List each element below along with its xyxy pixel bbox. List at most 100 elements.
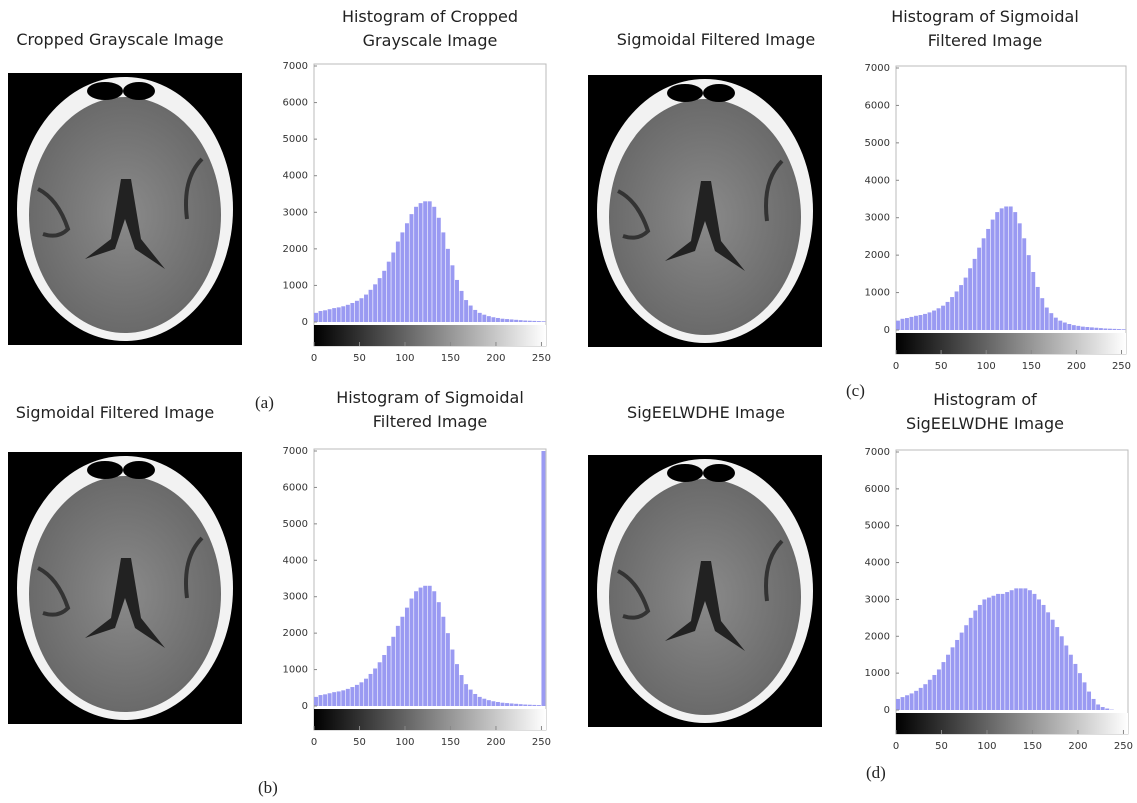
panel-label: (d) xyxy=(866,763,886,782)
histogram-bar xyxy=(1050,619,1055,710)
histogram-bar xyxy=(418,587,423,706)
histogram-bar xyxy=(436,217,441,322)
histogram-bar xyxy=(518,704,523,706)
histogram-bar xyxy=(377,278,382,322)
histogram-bar xyxy=(404,223,409,322)
histogram-bar xyxy=(345,688,350,706)
histogram-bar xyxy=(1082,682,1087,710)
sulcus xyxy=(764,539,784,602)
histogram-bar xyxy=(423,585,428,706)
y-tick-label: 3000 xyxy=(865,213,890,224)
histogram-bar xyxy=(1026,255,1031,330)
y-tick-label: 3000 xyxy=(865,594,890,605)
histogram-bar xyxy=(354,300,359,322)
sinus xyxy=(87,82,123,100)
histogram-bar xyxy=(968,268,973,330)
histogram-bar xyxy=(368,289,373,322)
histogram-bar xyxy=(464,300,469,322)
histogram-bar xyxy=(950,297,955,330)
histogram-bar xyxy=(1018,588,1023,710)
histogram-bar xyxy=(1023,588,1028,710)
histogram-bar xyxy=(359,682,364,706)
histogram-bar xyxy=(386,261,391,322)
histogram-bar xyxy=(900,318,905,330)
histogram-bar xyxy=(495,701,500,706)
histogram-bar xyxy=(409,598,414,706)
histogram-bar xyxy=(1000,593,1005,710)
histogram-bar xyxy=(377,662,382,706)
histogram-bar xyxy=(441,616,446,706)
histogram-bar xyxy=(514,703,519,706)
histogram-bar xyxy=(986,228,991,330)
histogram-bar xyxy=(395,241,400,322)
x-tick-label: 250 xyxy=(532,737,551,748)
y-tick-label: 0 xyxy=(302,317,308,328)
histogram-bar xyxy=(391,636,396,706)
histogram-bar xyxy=(409,214,414,322)
histogram-bar xyxy=(1103,328,1108,330)
histogram-bar xyxy=(350,302,355,322)
x-tick-label: 150 xyxy=(441,353,460,364)
panel-label: (b) xyxy=(258,778,278,797)
histogram-bar xyxy=(368,673,373,706)
histogram-bar xyxy=(323,694,328,706)
histogram-bar xyxy=(1022,238,1027,330)
x-tick-label: 50 xyxy=(353,737,366,748)
histogram-bar xyxy=(1013,212,1018,330)
histogram-bar xyxy=(1071,325,1076,330)
histogram-bar xyxy=(314,312,318,322)
histogram-bar xyxy=(1005,592,1010,710)
histogram-bar xyxy=(318,695,323,706)
x-tick-label: 0 xyxy=(893,361,899,372)
histogram-bar xyxy=(364,294,368,322)
histogram-bar xyxy=(946,654,950,710)
histogram-bar xyxy=(532,320,537,322)
histogram-bar xyxy=(391,252,396,322)
histogram-bar xyxy=(414,206,419,322)
histogram-bar xyxy=(491,317,496,322)
histogram-bar xyxy=(954,291,959,330)
y-tick-label: 6000 xyxy=(283,98,308,109)
x-tick-label: 200 xyxy=(486,353,505,364)
x-tick-label: 150 xyxy=(1023,741,1042,752)
histogram-bar xyxy=(1032,593,1037,710)
y-tick-label: 0 xyxy=(884,325,890,336)
histogram-bar xyxy=(1014,588,1019,710)
histogram-bar xyxy=(427,201,432,322)
ventricle xyxy=(665,181,745,271)
histogram-bar xyxy=(982,599,987,710)
histogram-bar xyxy=(414,591,419,706)
x-tick-label: 200 xyxy=(1067,361,1086,372)
histogram-bar xyxy=(1046,612,1051,710)
histogram-bar xyxy=(1058,320,1063,330)
histogram-bar xyxy=(400,616,405,706)
histogram-bar xyxy=(977,247,982,330)
x-tick-label: 200 xyxy=(1068,741,1087,752)
histogram-bar xyxy=(909,693,914,710)
histogram-bar xyxy=(336,307,341,322)
histogram-bar xyxy=(1009,590,1014,710)
sulcus xyxy=(764,159,784,222)
histogram-bar xyxy=(986,597,991,710)
histogram-bar xyxy=(1091,698,1096,710)
x-tick-label: 100 xyxy=(977,741,996,752)
histogram-bar xyxy=(1004,206,1009,330)
histogram-bar xyxy=(468,305,473,322)
x-tick-label: 150 xyxy=(441,737,460,748)
histogram-bar xyxy=(314,696,318,706)
histogram-bar xyxy=(332,692,337,706)
histogram-bar xyxy=(950,647,955,710)
histogram-bar xyxy=(427,585,432,706)
histogram-bar xyxy=(523,704,528,706)
histogram-bar xyxy=(927,312,932,330)
histogram-bar xyxy=(354,684,359,706)
histogram-bar xyxy=(1094,327,1099,330)
histogram-bar xyxy=(418,203,423,322)
histogram-bar xyxy=(936,308,941,330)
x-tick-label: 50 xyxy=(353,353,366,364)
sinus xyxy=(667,464,703,482)
y-tick-label: 6000 xyxy=(283,482,308,493)
image-title: Cropped Grayscale Image xyxy=(16,30,224,49)
histogram-bar xyxy=(1100,707,1105,710)
